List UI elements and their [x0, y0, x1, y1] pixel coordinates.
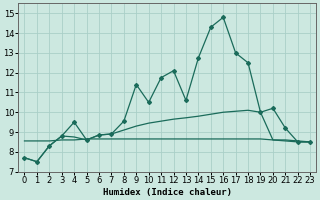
- X-axis label: Humidex (Indice chaleur): Humidex (Indice chaleur): [103, 188, 232, 197]
